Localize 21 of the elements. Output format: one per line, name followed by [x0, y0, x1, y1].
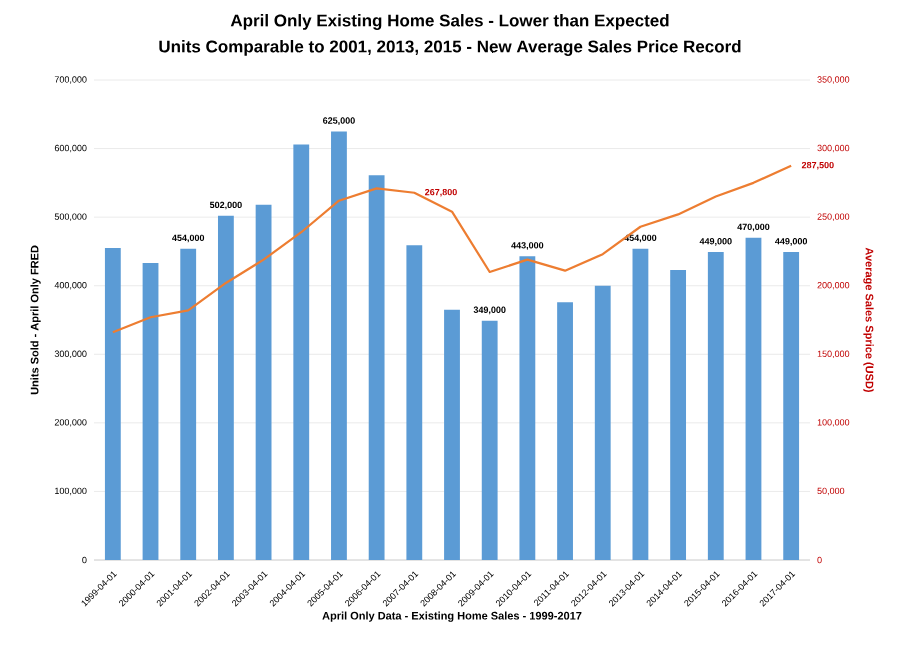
bar [368, 175, 385, 560]
chart-title: April Only Existing Home Sales - Lower than Expected [230, 14, 669, 30]
bar [707, 252, 724, 560]
chart-subtitle: Units Comparable to 2001, 2013, 2015 - New Average Sales Price Record [159, 40, 741, 56]
bar [519, 256, 536, 560]
bar [331, 131, 347, 560]
bar [670, 269, 687, 560]
bar [293, 144, 310, 560]
bar [180, 248, 197, 560]
bar [104, 248, 121, 560]
bar [406, 245, 423, 560]
bar [783, 252, 800, 560]
bar [142, 263, 159, 560]
bar [255, 204, 272, 560]
bar [594, 285, 611, 560]
bar [444, 309, 460, 560]
bar [481, 320, 498, 560]
bar [632, 248, 649, 560]
bar [745, 237, 762, 560]
bar [557, 302, 573, 560]
bar [217, 215, 234, 560]
